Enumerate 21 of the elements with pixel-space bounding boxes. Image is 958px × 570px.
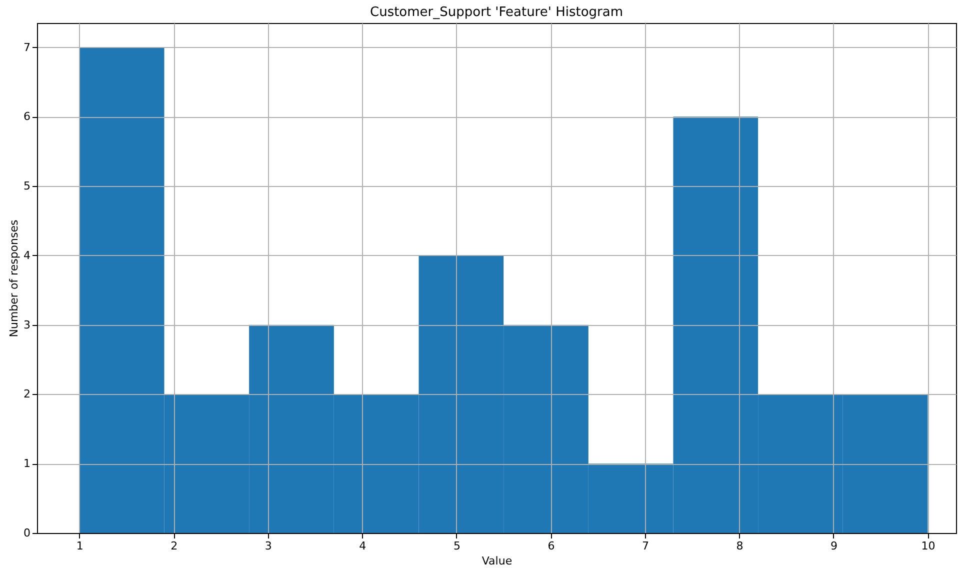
y-tick-label: 4 xyxy=(24,248,30,262)
y-tick-label: 3 xyxy=(24,318,30,332)
y-tick-label: 1 xyxy=(24,457,30,470)
x-tick-label: 3 xyxy=(264,540,272,552)
chart-title: Customer_Support 'Feature' Histogram xyxy=(370,5,624,20)
y-tick-label: 0 xyxy=(24,526,30,540)
y-tick-label: 6 xyxy=(24,110,30,124)
y-tick-label: 2 xyxy=(24,388,30,401)
x-axis-title: Value xyxy=(482,554,512,568)
x-tick-label: 9 xyxy=(830,540,838,552)
x-tick-label: 1 xyxy=(76,540,84,552)
x-tick-label: 5 xyxy=(453,540,460,552)
x-tick-label: 4 xyxy=(359,540,366,552)
y-tick-label: 7 xyxy=(24,40,30,54)
y-tick-label: 5 xyxy=(24,180,30,193)
x-tick-label: 7 xyxy=(642,540,649,552)
x-tick-label: 8 xyxy=(736,540,744,552)
x-tick-label: 10 xyxy=(921,540,936,552)
x-tick-label: 2 xyxy=(170,540,178,552)
x-tick-label: 6 xyxy=(548,540,555,552)
y-axis-title: Number of responses xyxy=(8,219,20,338)
